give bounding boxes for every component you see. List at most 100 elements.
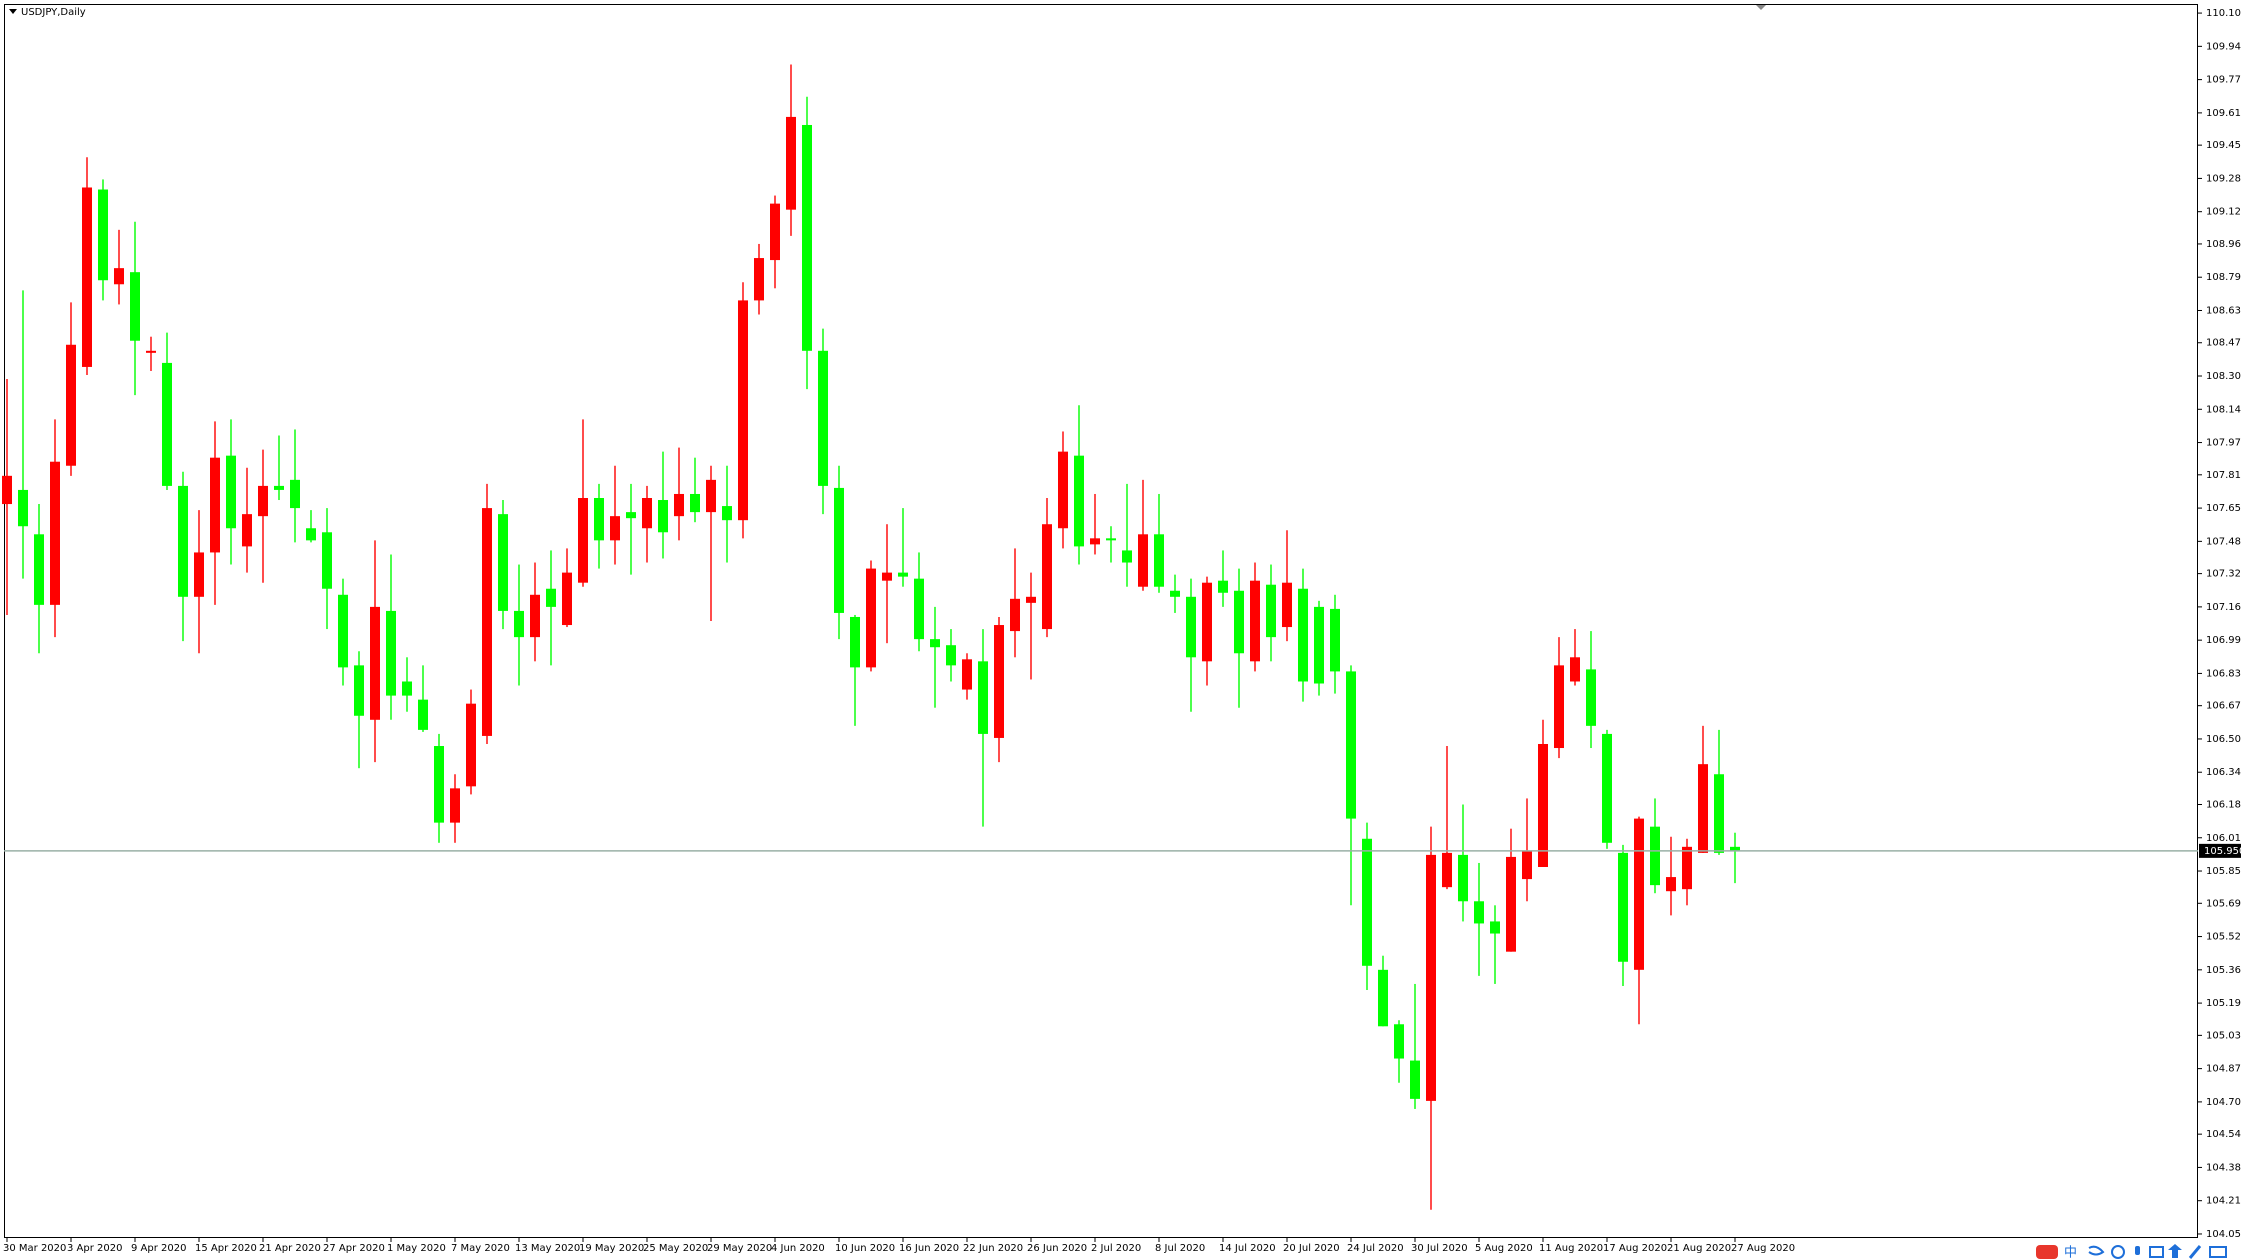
y-tick-label: 104.380 xyxy=(2206,1162,2241,1173)
tray-icon[interactable] xyxy=(2209,1246,2227,1258)
candle-body xyxy=(786,116,796,210)
candle-body xyxy=(242,514,252,547)
candle-body xyxy=(1714,774,1724,853)
candle-body xyxy=(306,528,316,541)
y-tick-label: 106.995 xyxy=(2206,635,2241,646)
candle-body xyxy=(18,489,28,527)
candle-body xyxy=(274,485,284,490)
x-tick-label: 2 Jul 2020 xyxy=(1091,1243,1141,1254)
y-tick-label: 106.670 xyxy=(2206,701,2241,712)
candle-body xyxy=(1650,826,1660,886)
tray-icon[interactable] xyxy=(2188,1245,2202,1259)
candle-body xyxy=(770,203,780,261)
candle-body xyxy=(482,508,492,736)
plot-frame xyxy=(4,4,2198,1238)
tray-icon[interactable] xyxy=(2111,1245,2125,1259)
candle-body xyxy=(1538,743,1548,867)
shift-marker[interactable] xyxy=(1756,5,1766,10)
y-tick-label: 107.975 xyxy=(2206,438,2241,449)
candle-body xyxy=(1026,596,1036,603)
candle-body xyxy=(578,498,588,583)
candle-body xyxy=(210,457,220,553)
candle-body xyxy=(1490,921,1500,934)
x-tick-label: 19 May 2020 xyxy=(579,1243,644,1254)
candle-body xyxy=(1522,850,1532,880)
x-tick-label: 27 Apr 2020 xyxy=(323,1243,385,1254)
candle-body xyxy=(1154,534,1164,587)
candle-body xyxy=(1394,1024,1404,1059)
candle-body xyxy=(370,606,380,720)
candle-body xyxy=(386,610,396,696)
candle-body xyxy=(322,532,332,589)
candle-body xyxy=(1410,1060,1420,1099)
candle-body xyxy=(1090,538,1100,545)
x-tick-label: 24 Jul 2020 xyxy=(1347,1243,1404,1254)
y-tick-label: 104.870 xyxy=(2206,1064,2241,1075)
candle-body xyxy=(610,516,620,541)
candle-body xyxy=(978,661,988,734)
candle-body xyxy=(1314,606,1324,684)
y-tick-label: 107.485 xyxy=(2206,536,2241,547)
candle-body xyxy=(1474,901,1484,924)
candle-body xyxy=(754,258,764,301)
y-tick-label: 106.340 xyxy=(2206,767,2241,778)
candle-body xyxy=(1250,580,1260,662)
chart-title: USDJPY,Daily xyxy=(21,7,86,18)
x-tick-label: 22 Jun 2020 xyxy=(963,1243,1023,1254)
candle-body xyxy=(514,610,524,638)
tray-icon[interactable] xyxy=(2135,1246,2140,1255)
y-tick-label: 106.180 xyxy=(2206,799,2241,810)
candle-body xyxy=(66,344,76,466)
y-tick-label: 108.470 xyxy=(2206,338,2241,349)
y-tick-label: 107.650 xyxy=(2206,503,2241,514)
candle-body xyxy=(498,514,508,611)
candle-body xyxy=(1202,582,1212,662)
candle-body xyxy=(594,498,604,541)
candle-body xyxy=(626,512,636,519)
candle-body xyxy=(434,746,444,823)
candle-body xyxy=(178,485,188,597)
candle-body xyxy=(1282,582,1292,628)
y-tick-label: 105.690 xyxy=(2206,898,2241,909)
y-tick-label: 109.775 xyxy=(2206,75,2241,86)
y-tick-label: 106.505 xyxy=(2206,734,2241,745)
y-tick-label: 104.215 xyxy=(2206,1196,2241,1207)
tray-icon[interactable] xyxy=(2168,1244,2182,1258)
ime-logo[interactable] xyxy=(2036,1245,2058,1259)
candle-body xyxy=(450,788,460,823)
x-tick-label: 26 Jun 2020 xyxy=(1027,1243,1087,1254)
y-tick-label: 107.160 xyxy=(2206,602,2241,613)
candle-body xyxy=(562,572,572,626)
candle-body xyxy=(530,594,540,638)
candle-body xyxy=(1426,854,1436,1101)
y-tick-label: 108.140 xyxy=(2206,404,2241,415)
symbol-menu-arrow[interactable] xyxy=(9,9,17,14)
x-tick-label: 30 Jul 2020 xyxy=(1411,1243,1468,1254)
tray-icon[interactable] xyxy=(2088,1245,2105,1256)
candle-body xyxy=(658,500,668,533)
candle-body xyxy=(1618,852,1628,962)
x-tick-label: 21 Aug 2020 xyxy=(1667,1243,1731,1254)
taskbar: 中 xyxy=(2030,1244,2241,1260)
candle-body xyxy=(1570,657,1580,682)
candle-body xyxy=(994,625,1004,738)
candle-body xyxy=(642,498,652,529)
y-tick-label: 105.525 xyxy=(2206,932,2241,943)
candle-body xyxy=(1042,524,1052,630)
y-tick-label: 104.050 xyxy=(2206,1229,2241,1240)
y-tick-label: 105.360 xyxy=(2206,965,2241,976)
y-tick-label: 106.830 xyxy=(2206,668,2241,679)
y-tick-label: 108.630 xyxy=(2206,305,2241,316)
candle-body xyxy=(930,639,940,648)
x-tick-label: 15 Apr 2020 xyxy=(195,1243,257,1254)
ime-indicator[interactable]: 中 xyxy=(2064,1246,2077,1260)
candle-body xyxy=(850,616,860,668)
x-tick-label: 30 Mar 2020 xyxy=(3,1243,66,1254)
tray-icon[interactable] xyxy=(2149,1246,2164,1258)
candle-body xyxy=(1266,584,1276,638)
y-tick-label: 110.105 xyxy=(2206,8,2241,19)
candle-body xyxy=(1122,550,1132,563)
